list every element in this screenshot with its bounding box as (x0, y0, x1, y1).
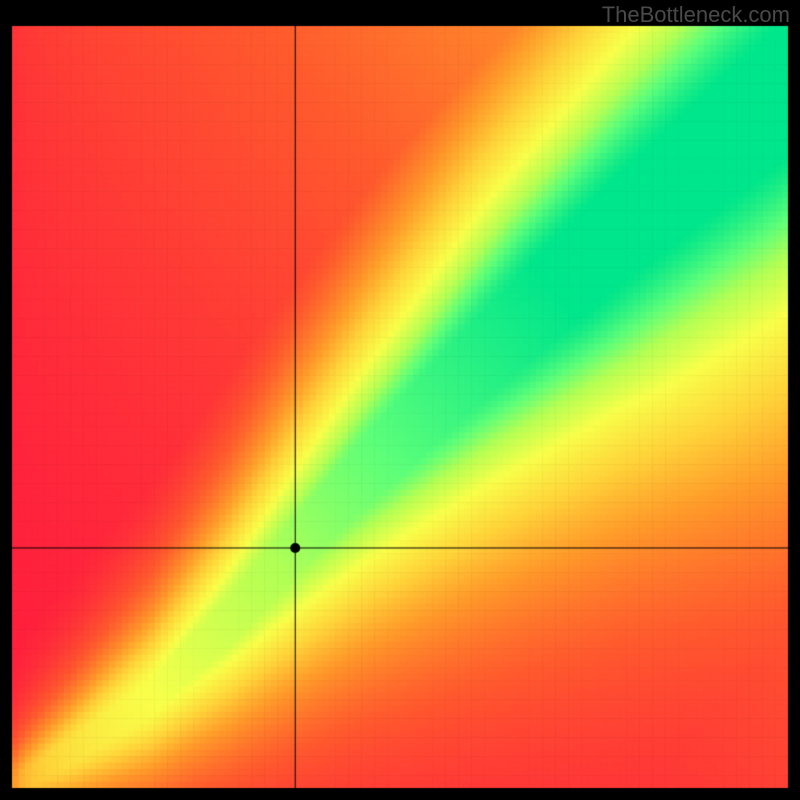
bottleneck-heatmap (0, 0, 800, 800)
watermark-text: TheBottleneck.com (602, 2, 790, 28)
